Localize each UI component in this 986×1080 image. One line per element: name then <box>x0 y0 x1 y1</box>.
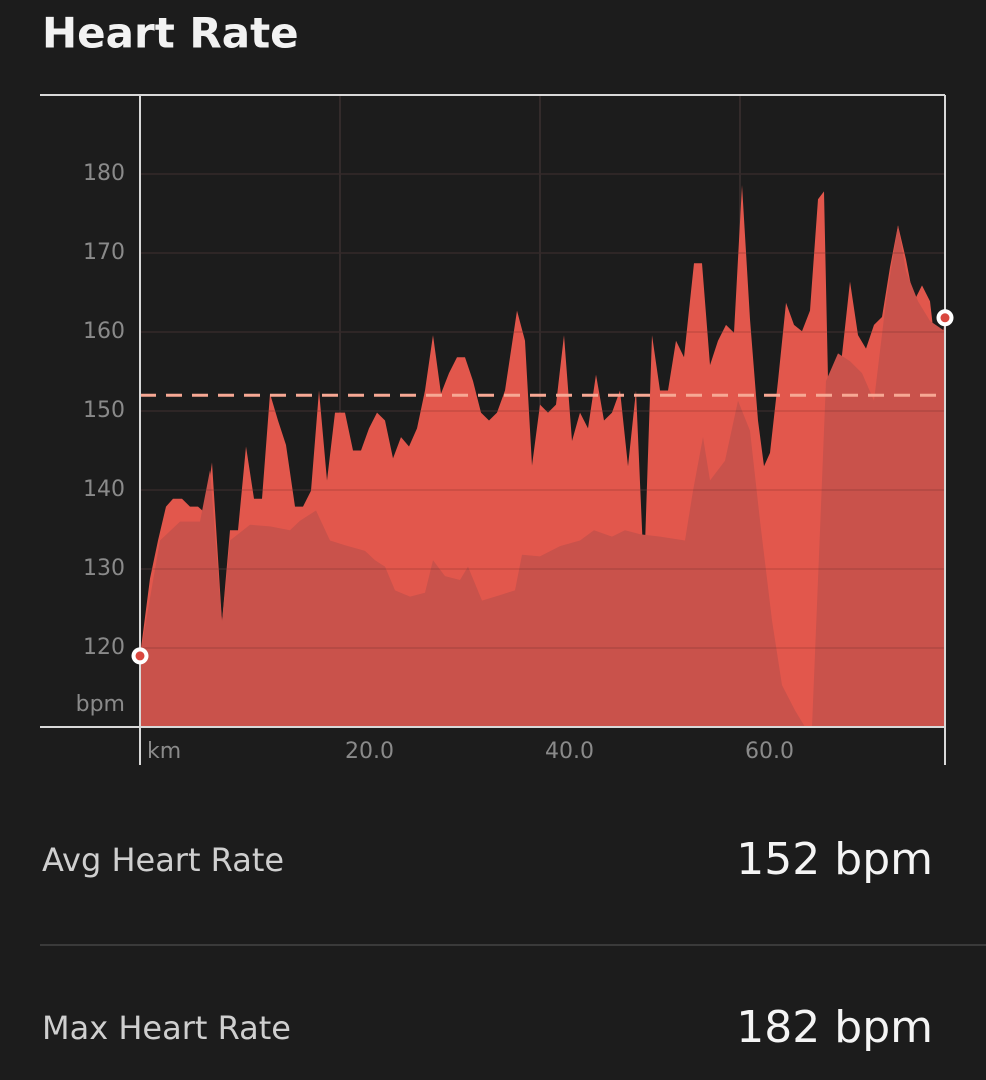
x-tick-label: 40.0 <box>545 739 594 764</box>
y-tick-label: 180 <box>83 161 125 186</box>
y-tick-label: 160 <box>83 319 125 344</box>
area <box>140 225 945 727</box>
y-tick-label: 130 <box>83 556 125 581</box>
y-tick-label: 120 <box>83 635 125 660</box>
endpoint-marker <box>936 309 954 327</box>
stat-value: 182 bpm <box>736 1002 933 1053</box>
x-tick-label: 60.0 <box>745 739 794 764</box>
y-tick-label: 140 <box>83 477 125 502</box>
stat-label: Max Heart Rate <box>42 1009 291 1047</box>
y-tick-label: 170 <box>83 240 125 265</box>
x-tick-label: 20.0 <box>345 739 394 764</box>
x-axis-label: km <box>147 739 181 764</box>
y-axis-label: bpm <box>76 692 125 717</box>
stat-value: 152 bpm <box>736 834 933 885</box>
stat-label: Avg Heart Rate <box>42 841 284 879</box>
endpoint-marker <box>131 647 149 665</box>
title: Heart Rate <box>42 9 299 58</box>
y-tick-label: 150 <box>83 398 125 423</box>
